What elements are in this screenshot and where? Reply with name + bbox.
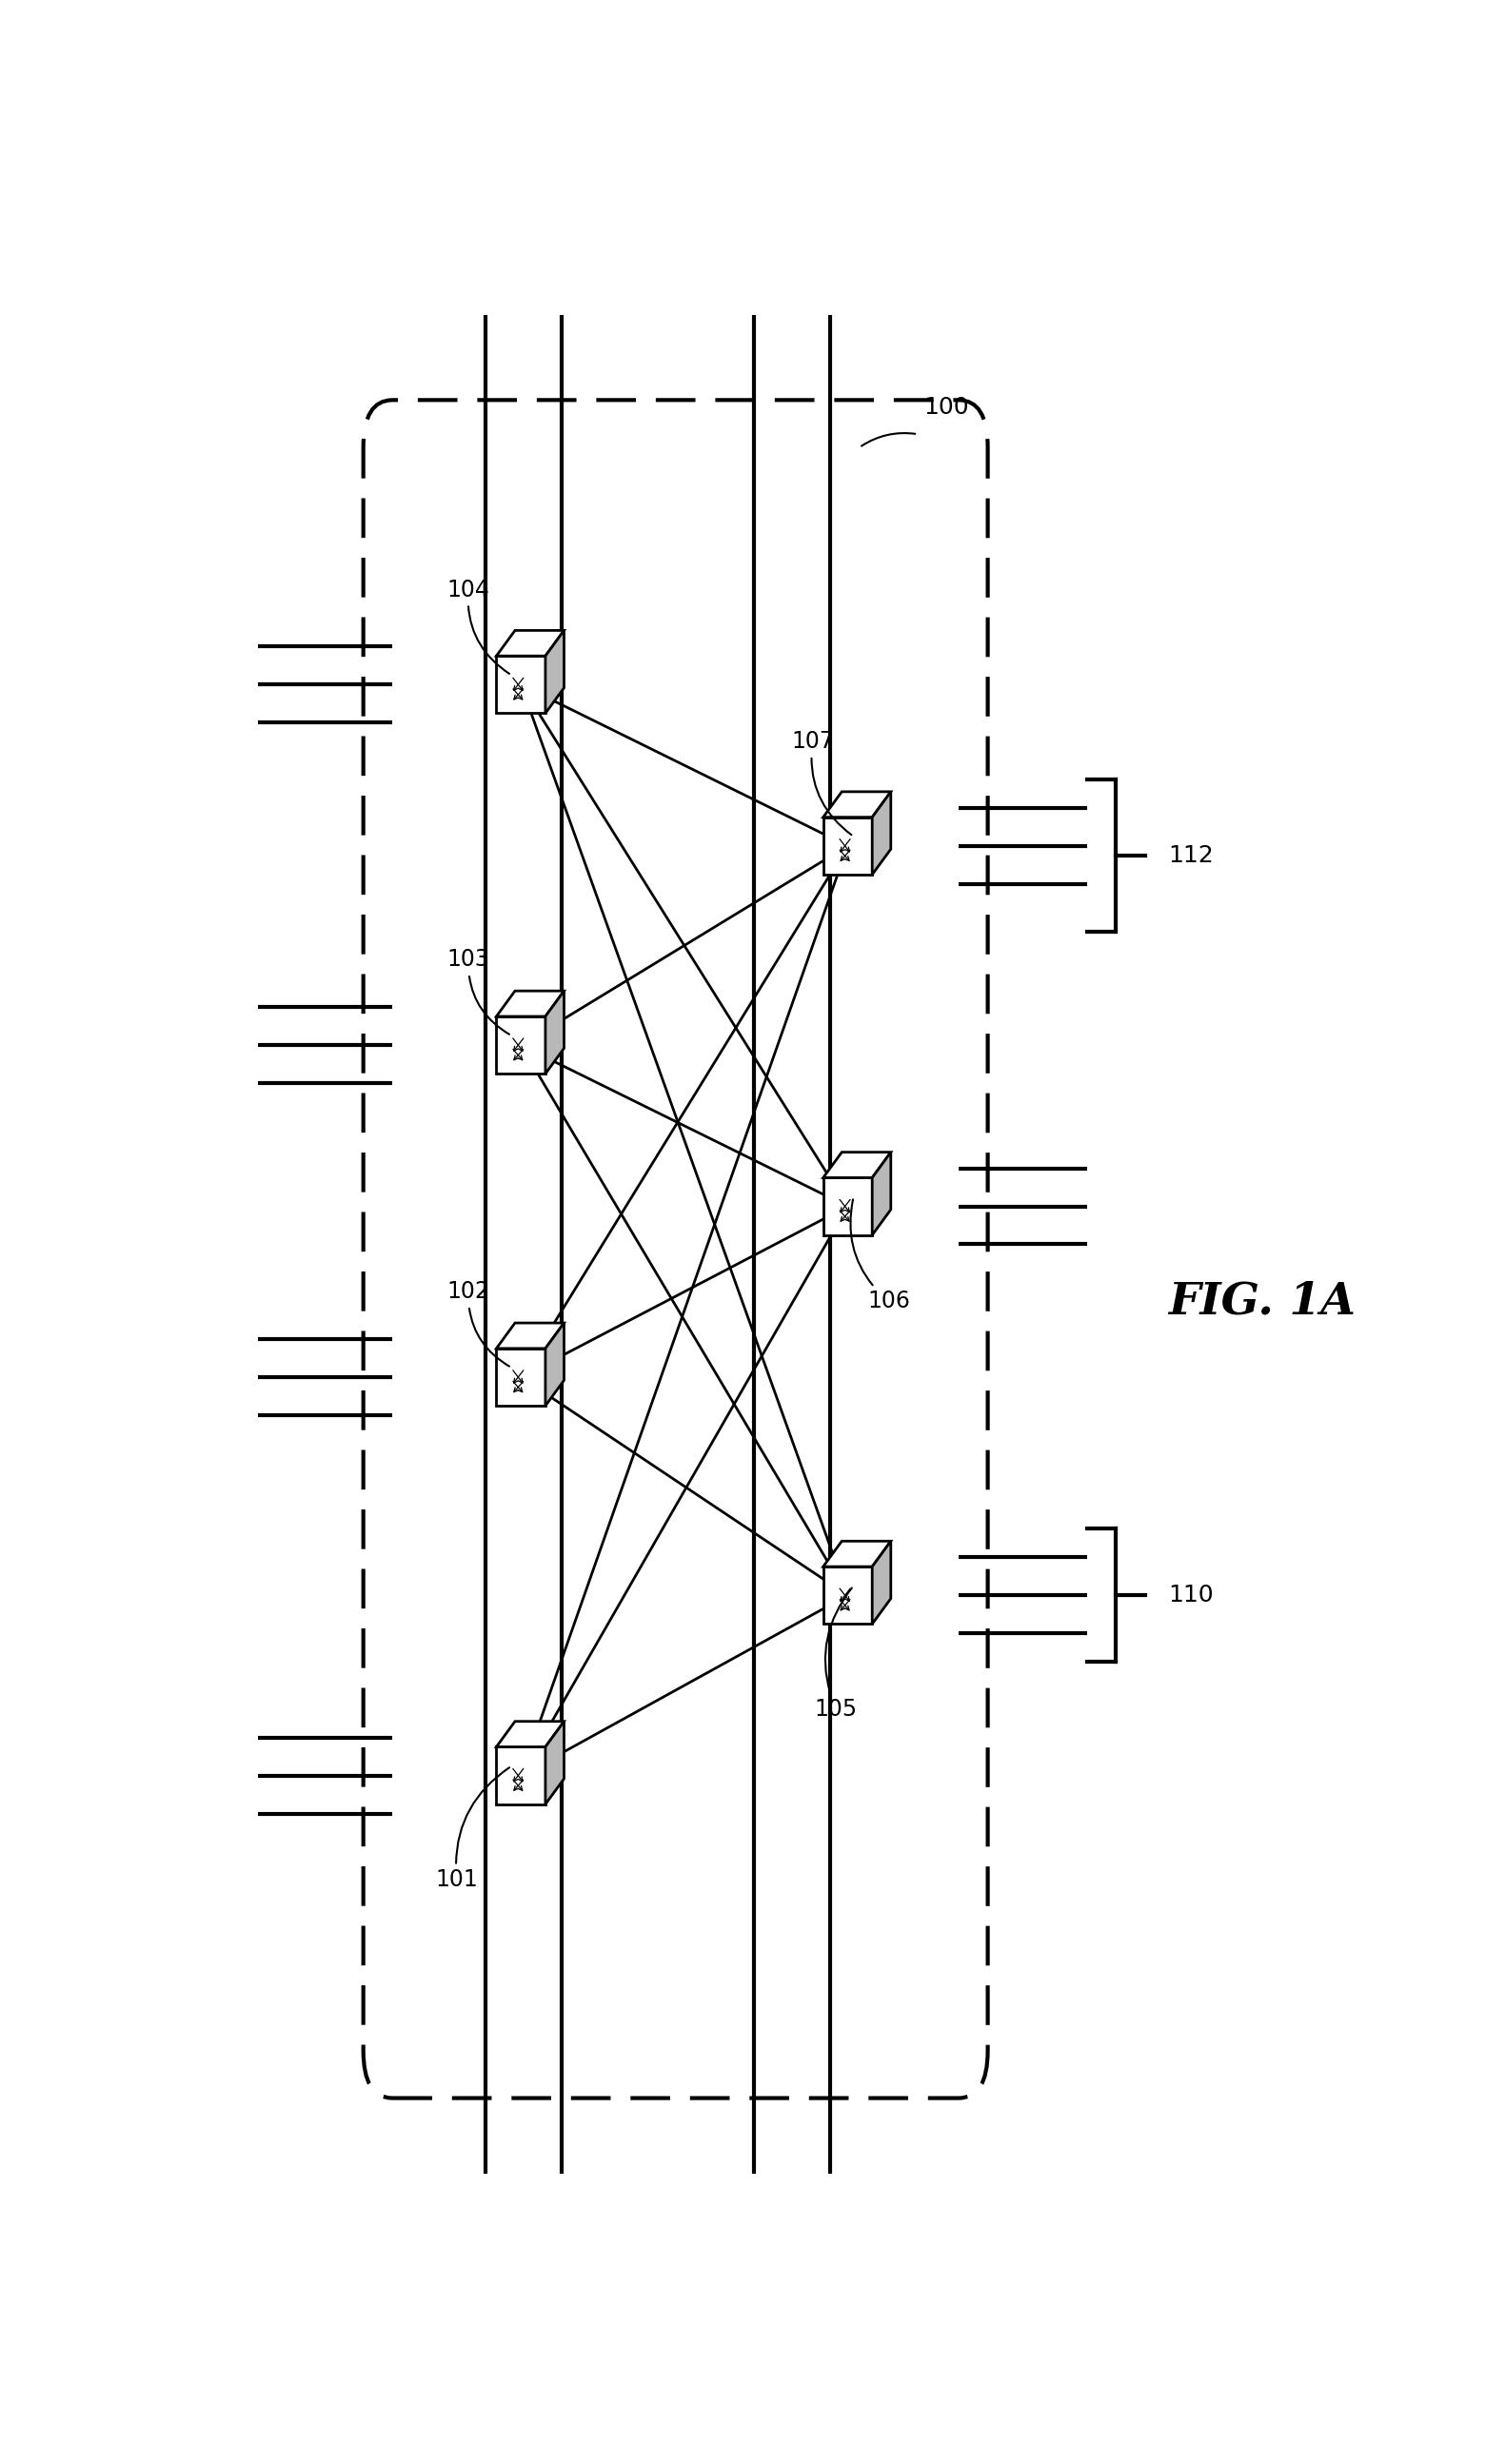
Polygon shape — [872, 791, 892, 875]
Text: FIG. 1A: FIG. 1A — [1169, 1279, 1355, 1323]
Polygon shape — [497, 1747, 545, 1804]
Polygon shape — [824, 791, 892, 818]
Polygon shape — [824, 1178, 872, 1234]
Text: 106: 106 — [851, 1200, 910, 1313]
Polygon shape — [872, 1153, 892, 1234]
Text: 107: 107 — [791, 729, 851, 835]
Polygon shape — [497, 1722, 565, 1747]
Text: 104: 104 — [447, 579, 509, 673]
Polygon shape — [545, 1323, 565, 1407]
Polygon shape — [824, 1540, 892, 1567]
Text: 100: 100 — [923, 397, 968, 419]
Polygon shape — [545, 631, 565, 712]
Polygon shape — [497, 631, 565, 655]
Text: 105: 105 — [815, 1587, 857, 1720]
Polygon shape — [497, 991, 565, 1018]
Polygon shape — [824, 1153, 892, 1178]
Polygon shape — [497, 1323, 565, 1348]
Text: 101: 101 — [435, 1767, 509, 1892]
Polygon shape — [824, 818, 872, 875]
Polygon shape — [497, 1348, 545, 1407]
Polygon shape — [824, 1567, 872, 1624]
Polygon shape — [872, 1540, 892, 1624]
Text: 110: 110 — [1169, 1584, 1214, 1607]
Polygon shape — [497, 655, 545, 712]
Text: 112: 112 — [1169, 845, 1214, 867]
Text: 103: 103 — [447, 949, 509, 1035]
Polygon shape — [545, 991, 565, 1074]
Polygon shape — [545, 1722, 565, 1804]
Text: 102: 102 — [447, 1281, 509, 1368]
Polygon shape — [497, 1018, 545, 1074]
